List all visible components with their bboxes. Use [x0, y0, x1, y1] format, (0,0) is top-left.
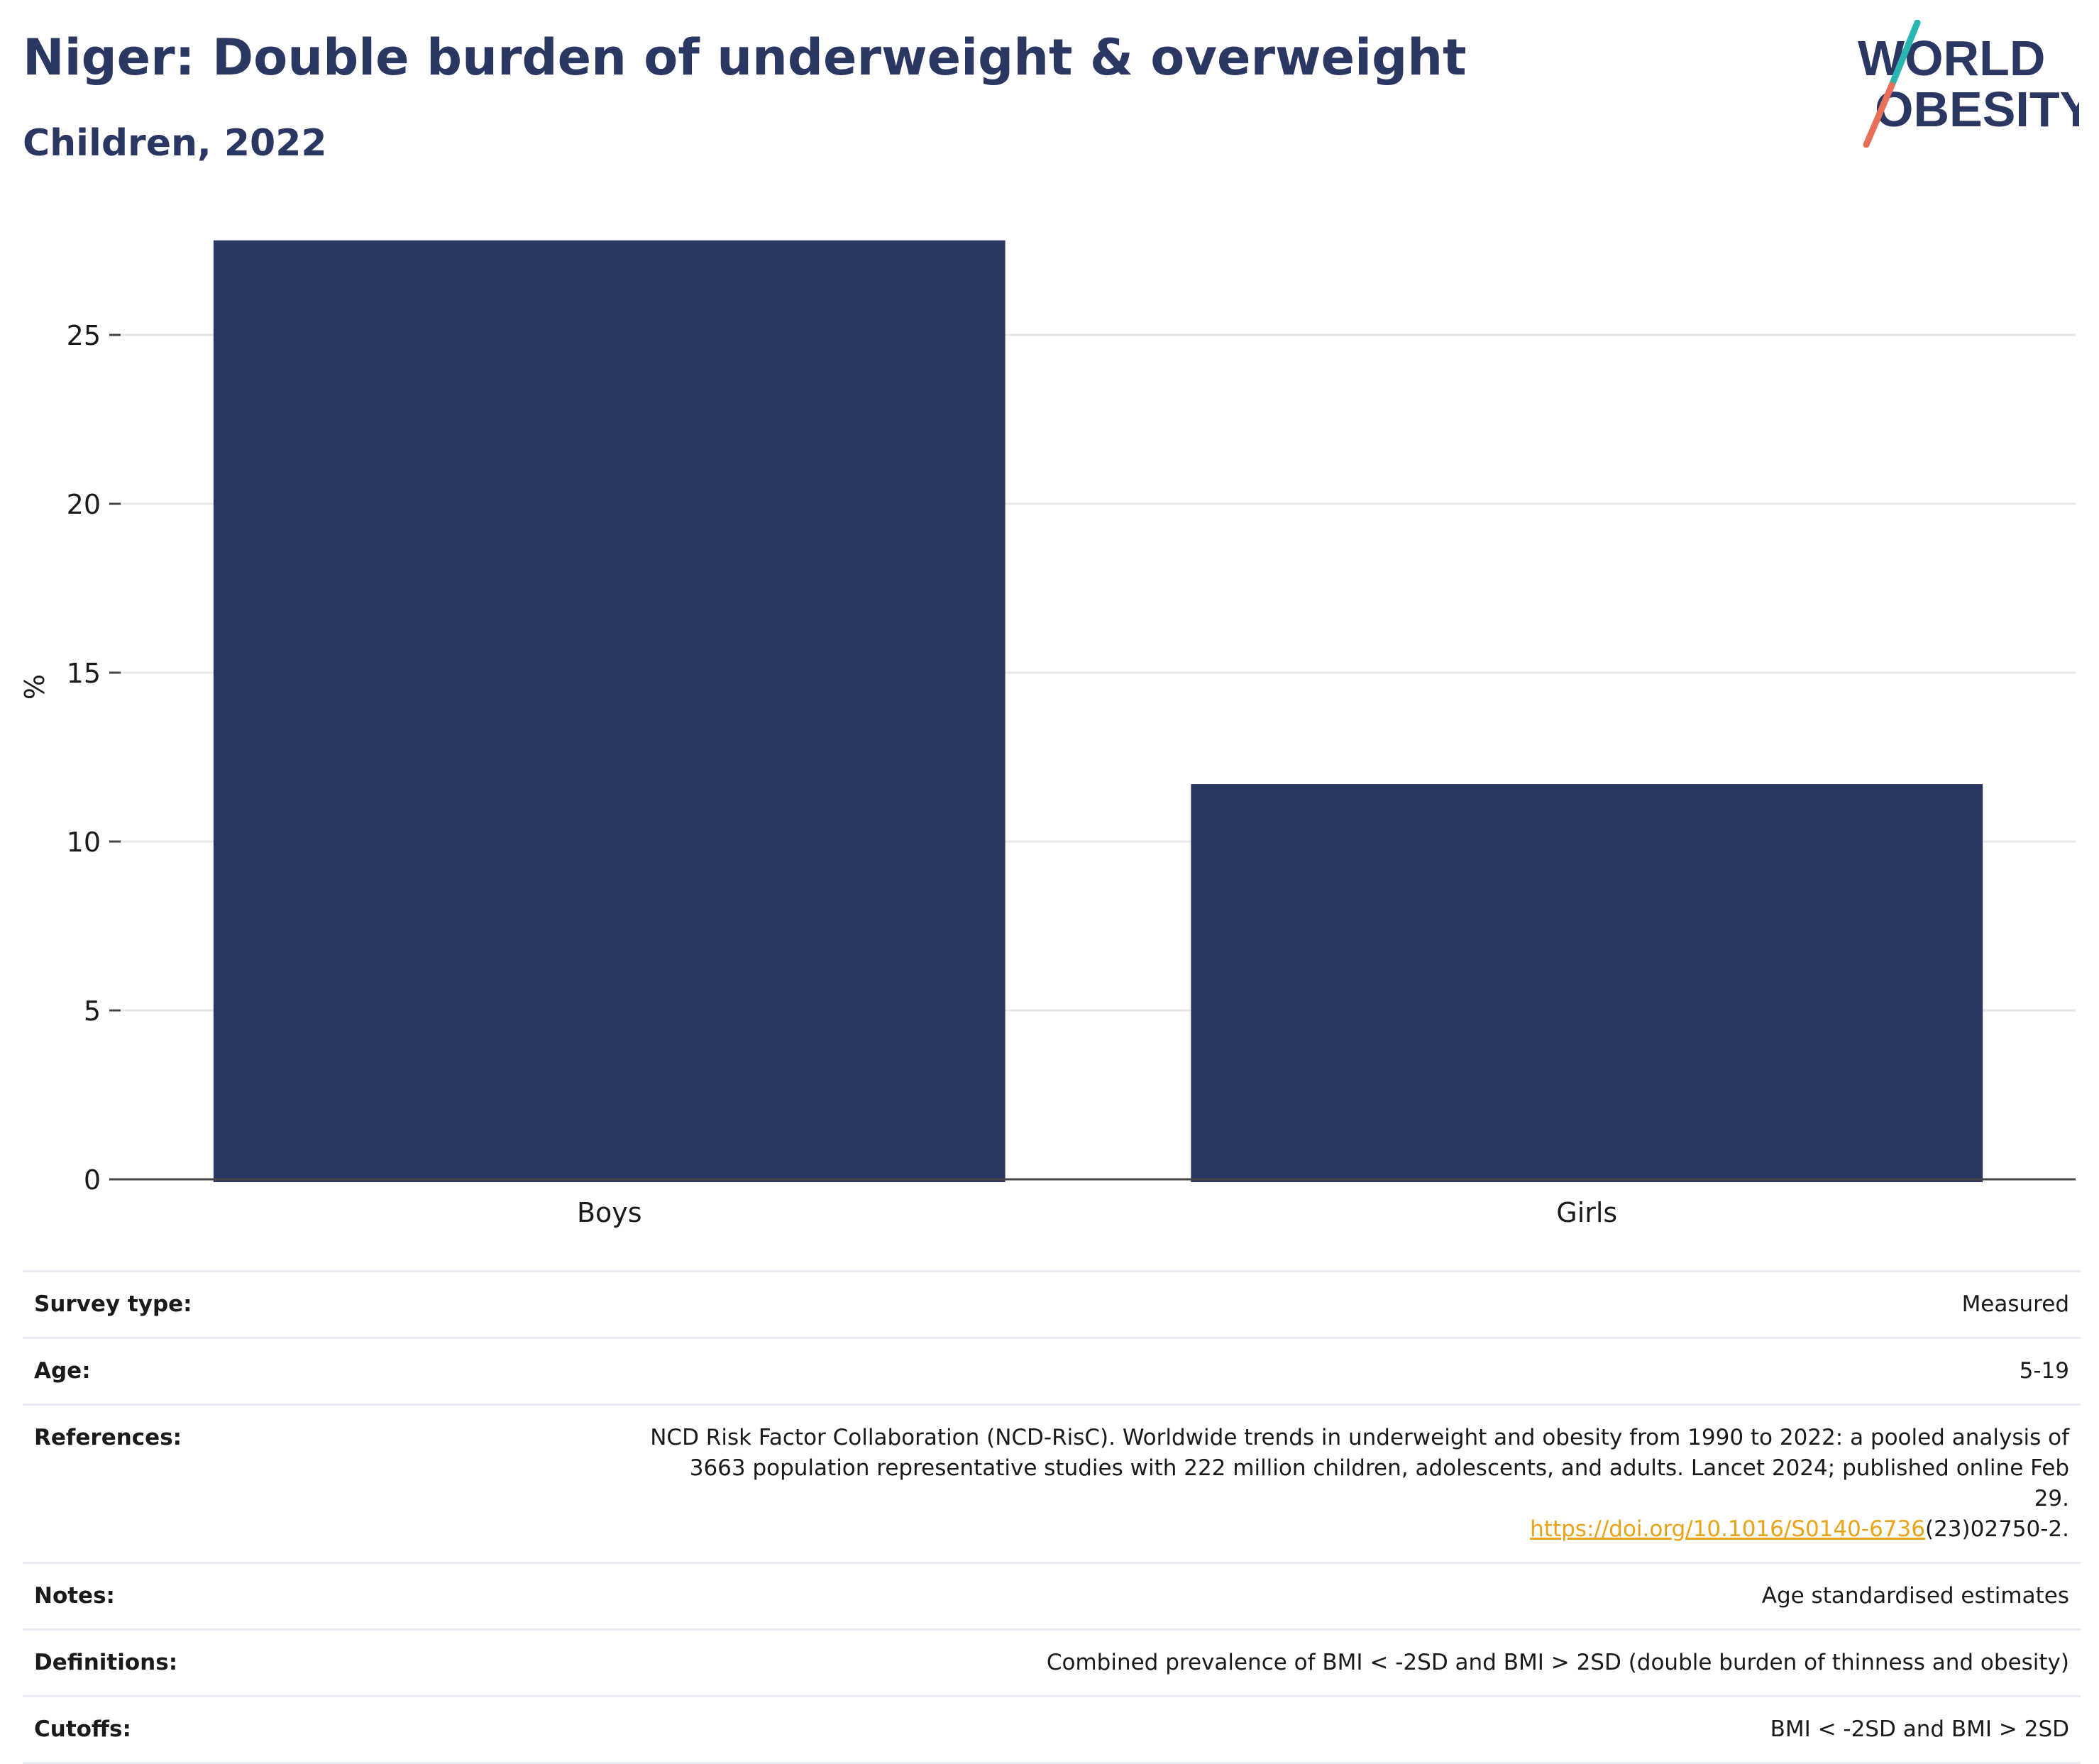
- metadata-value: Measured: [1962, 1289, 2069, 1320]
- metadata-label: Notes:: [34, 1583, 115, 1609]
- metadata-label: References:: [34, 1425, 182, 1450]
- metadata-value-text: Combined prevalence of BMI < -2SD and BM…: [1046, 1650, 2069, 1675]
- reference-link[interactable]: https://doi.org/10.1016/S0140-6736: [1530, 1516, 1925, 1542]
- x-tick-label: Girls: [1556, 1197, 1617, 1228]
- metadata-row: References: NCD Risk Factor Collaboration…: [23, 1404, 2081, 1562]
- page-subtitle: Children, 2022: [23, 122, 327, 165]
- logo-slash-bottom: [1863, 82, 1895, 148]
- metadata-label: Age:: [34, 1358, 91, 1384]
- x-tick-label: Boys: [577, 1197, 642, 1228]
- logo-slash-top: [1888, 20, 1921, 89]
- metadata-table: Survey type: Measured Age: 5-19 References: N…: [23, 1270, 2081, 1764]
- metadata-value: NCD Risk Factor Collaboration (NCD-RisC)…: [650, 1423, 2069, 1545]
- metadata-value: Age standardised estimates: [1762, 1581, 2069, 1611]
- metadata-value-text: NCD Risk Factor Collaboration (NCD-RisC)…: [650, 1425, 2069, 1511]
- y-tick-label: 5: [84, 996, 101, 1027]
- metadata-value: BMI < -2SD and BMI > 2SD: [1770, 1714, 2069, 1745]
- metadata-value-text: Measured: [1961, 1291, 2069, 1317]
- bar-chart: 0 5 10 15 20 25 Boys Girls %: [19, 240, 2076, 1228]
- y-axis-ticks: 0 5 10 15 20 25: [67, 320, 121, 1196]
- metadata-value: Combined prevalence of BMI < -2SD and BM…: [1047, 1648, 2069, 1678]
- metadata-row: Survey type: Measured: [23, 1270, 2081, 1337]
- metadata-row: Definitions: Combined prevalence of BMI <…: [23, 1628, 2081, 1695]
- y-tick-label: 20: [67, 489, 101, 520]
- bar-girls[interactable]: [1191, 784, 1983, 1182]
- world-obesity-logo: WORLD OBESITY: [1858, 20, 2079, 148]
- y-tick-label: 25: [67, 320, 101, 351]
- bar-boys[interactable]: [213, 240, 1006, 1183]
- y-tick-label: 0: [84, 1164, 101, 1196]
- metadata-label: Definitions:: [34, 1650, 178, 1675]
- x-axis-ticks: Boys Girls: [577, 1197, 1617, 1228]
- bars: [213, 240, 1983, 1183]
- metadata-value: 5-19: [2020, 1356, 2069, 1387]
- metadata-value-text: Age standardised estimates: [1761, 1583, 2069, 1609]
- reference-link-suffix: (23)02750-2.: [1924, 1516, 2069, 1542]
- metadata-row: Age: 5-19: [23, 1337, 2081, 1404]
- y-tick-label: 10: [67, 827, 101, 858]
- metadata-label: Cutoffs:: [34, 1716, 131, 1742]
- y-tick-label: 15: [67, 658, 101, 689]
- metadata-label: Survey type:: [34, 1291, 192, 1317]
- metadata-value-text: BMI < -2SD and BMI > 2SD: [1770, 1716, 2069, 1742]
- y-axis-label: %: [19, 674, 50, 700]
- logo-line1: WORLD: [1858, 31, 2045, 86]
- metadata-row: Cutoffs: BMI < -2SD and BMI > 2SD: [23, 1695, 2081, 1764]
- page-title: Niger: Double burden of underweight & ov…: [23, 28, 1467, 87]
- logo-line2: OBESITY: [1875, 82, 2079, 137]
- metadata-row: Notes: Age standardised estimates: [23, 1562, 2081, 1628]
- metadata-value-text: 5-19: [2019, 1358, 2069, 1384]
